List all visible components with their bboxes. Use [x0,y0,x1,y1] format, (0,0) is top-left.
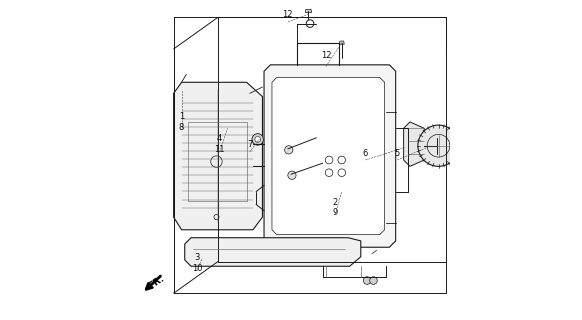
Text: 12: 12 [283,10,293,19]
Circle shape [285,146,293,154]
PathPatch shape [184,238,361,266]
Text: 6: 6 [363,149,368,158]
Text: 1
8: 1 8 [179,112,184,132]
Text: 4
11: 4 11 [214,134,225,154]
PathPatch shape [272,77,385,235]
Text: FR.: FR. [147,274,165,291]
Polygon shape [306,9,311,12]
Circle shape [418,125,459,166]
Text: 5: 5 [395,149,400,158]
Text: 7: 7 [247,140,253,148]
Text: 2
9: 2 9 [333,198,338,217]
PathPatch shape [264,65,396,247]
Circle shape [288,171,296,179]
Text: 3
10: 3 10 [192,253,203,273]
PathPatch shape [403,122,424,166]
Text: 12: 12 [321,51,331,60]
Circle shape [363,277,371,284]
Circle shape [370,277,377,284]
PathPatch shape [173,82,262,230]
Polygon shape [339,41,345,44]
Circle shape [255,137,261,142]
Circle shape [252,134,264,145]
